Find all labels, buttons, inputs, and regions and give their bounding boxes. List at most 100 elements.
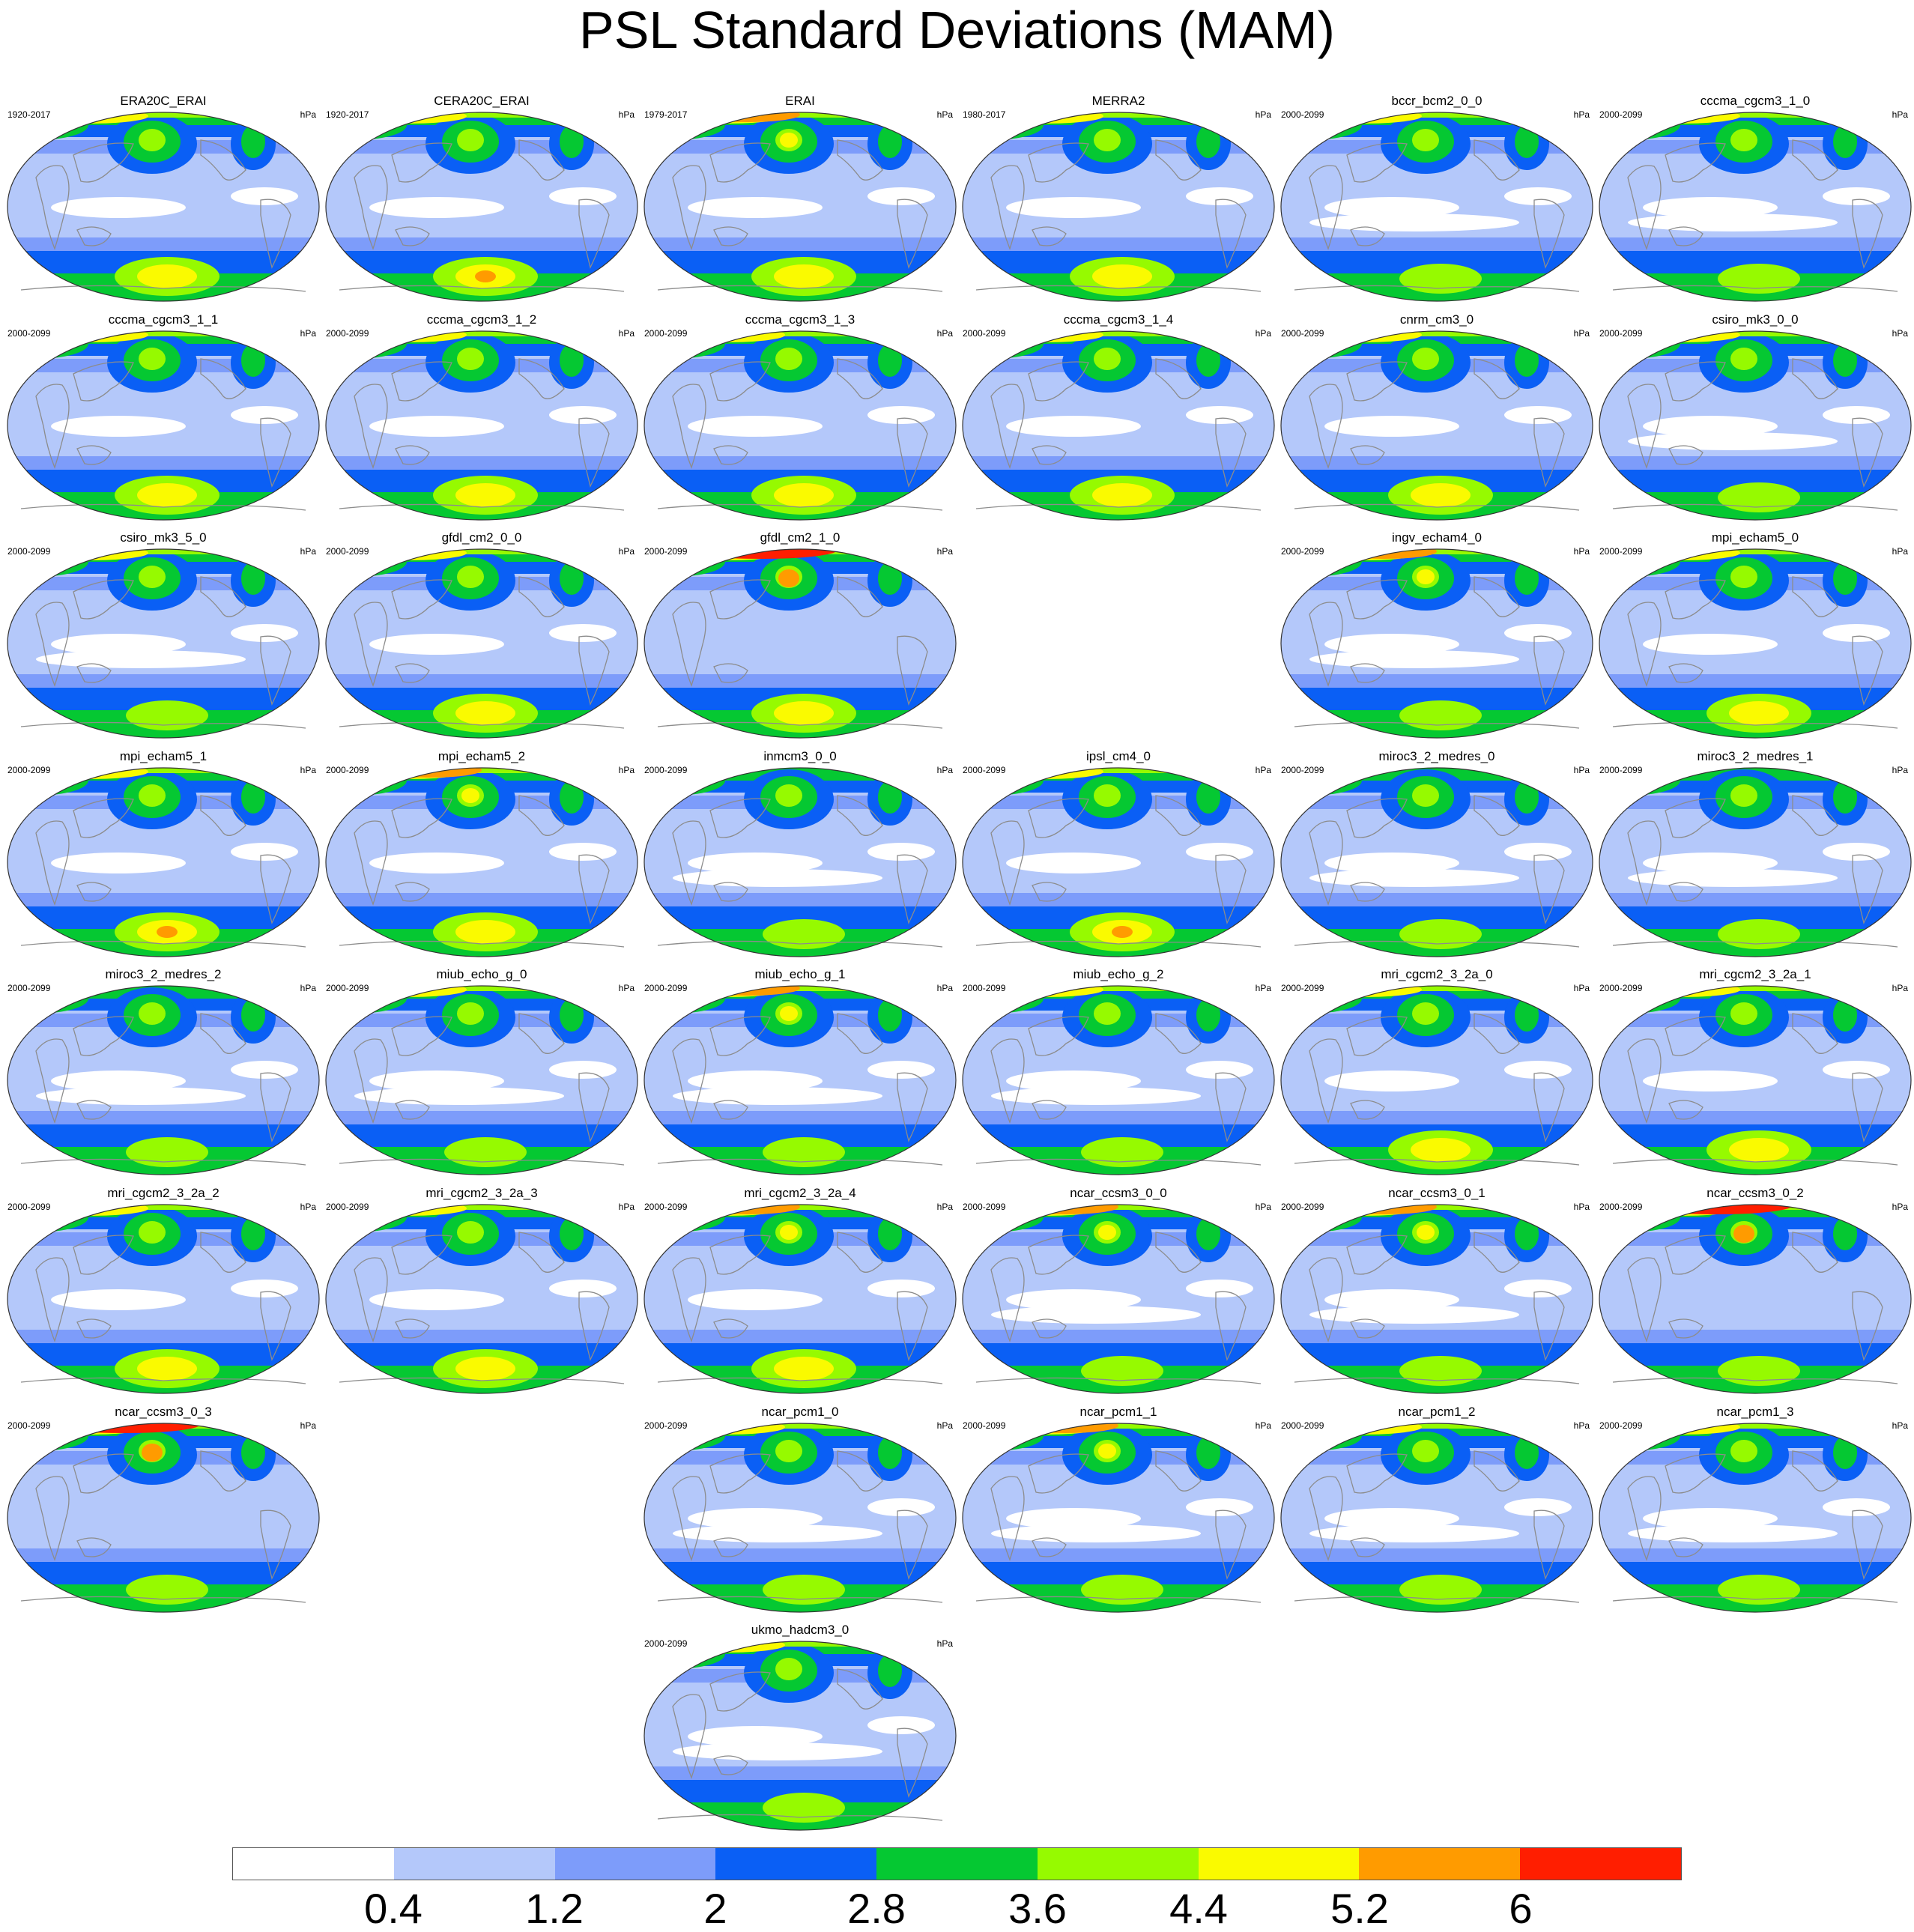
southern-ocean-max bbox=[763, 919, 845, 949]
panel-title: cccma_cgcm3_1_0 bbox=[1700, 94, 1811, 108]
tropical-minimum bbox=[1628, 214, 1838, 231]
continent-outline bbox=[1668, 1318, 1703, 1339]
continent-outline bbox=[837, 1450, 883, 1492]
level-band bbox=[644, 1205, 956, 1210]
continent-outline bbox=[76, 882, 112, 902]
panel-units: hPa bbox=[936, 1202, 953, 1212]
panel-period: 2000-2099 bbox=[1281, 1420, 1324, 1431]
southern-ocean-max bbox=[1718, 482, 1800, 512]
continent-outline bbox=[1852, 854, 1883, 924]
psl-contour-fill bbox=[644, 1205, 956, 1393]
level-band bbox=[1281, 951, 1593, 957]
map-border bbox=[1280, 1423, 1593, 1613]
map-panel: ncar_pcm1_2 2000-2099 hPa bbox=[1279, 1405, 1594, 1616]
robinson-map bbox=[1280, 1204, 1593, 1394]
colorbar-tick-label: 0.4 bbox=[364, 1885, 423, 1932]
map-panel: cnrm_cm3_0 2000-2099 hPa bbox=[1279, 312, 1594, 524]
colorbar-tick-label: 3.6 bbox=[1008, 1885, 1067, 1932]
panel-period: 2000-2099 bbox=[1281, 109, 1324, 120]
continent-outline bbox=[1792, 576, 1838, 617]
coastline bbox=[657, 358, 943, 511]
coastline bbox=[1294, 1013, 1580, 1166]
level-band bbox=[1599, 1607, 1911, 1612]
southern-ocean-max bbox=[126, 700, 208, 730]
map-panel: miroc3_2_medres_0 2000-2099 hPa bbox=[1279, 749, 1594, 960]
coastline bbox=[657, 139, 943, 292]
level-band bbox=[1599, 1388, 1911, 1393]
panel-units: hPa bbox=[618, 765, 635, 775]
continent-outline bbox=[837, 358, 883, 399]
atlantic-storm-track bbox=[878, 344, 902, 377]
southern-ocean-max bbox=[137, 1357, 197, 1381]
psl-contour-fill bbox=[963, 1423, 1274, 1612]
continent-outline bbox=[578, 854, 610, 924]
robinson-map bbox=[325, 330, 638, 521]
level-band bbox=[963, 112, 1274, 118]
map-border bbox=[962, 330, 1275, 521]
tropical-minimum bbox=[369, 1071, 504, 1091]
continent-outline bbox=[672, 1476, 706, 1561]
panel-title: ncar_ccsm3_0_2 bbox=[1706, 1186, 1804, 1200]
level-band bbox=[1281, 1388, 1593, 1393]
robinson-map bbox=[1280, 1423, 1593, 1613]
level-band bbox=[326, 112, 638, 118]
panel-title: mpi_echam5_2 bbox=[437, 749, 526, 763]
continent-outline bbox=[709, 798, 771, 838]
panel-period: 2000-2099 bbox=[1281, 328, 1324, 339]
map-border bbox=[1599, 1204, 1912, 1394]
map-panel: mpi_echam5_1 2000-2099 hPa bbox=[6, 749, 321, 960]
panel-units: hPa bbox=[300, 765, 316, 775]
robinson-map bbox=[325, 112, 638, 302]
atlantic-storm-track bbox=[1833, 562, 1857, 595]
tropical-minimum bbox=[867, 1280, 935, 1297]
level-band bbox=[326, 986, 638, 991]
continent-outline bbox=[709, 1016, 771, 1056]
map-border bbox=[325, 330, 638, 521]
continent-outline bbox=[1309, 1476, 1343, 1561]
map-border bbox=[325, 112, 638, 302]
continent-outline bbox=[578, 635, 610, 706]
panel-units: hPa bbox=[1573, 983, 1590, 993]
continent-outline bbox=[1792, 1232, 1838, 1273]
continent-outline bbox=[73, 579, 134, 620]
panel-title: gfdl_cm2_0_0 bbox=[441, 530, 522, 545]
atlantic-storm-track bbox=[1196, 344, 1220, 377]
panel-units: hPa bbox=[936, 765, 953, 775]
continent-outline bbox=[657, 1377, 943, 1384]
continent-outline bbox=[657, 503, 943, 511]
panel-period: 2000-2099 bbox=[1599, 109, 1643, 120]
tropical-minimum bbox=[231, 843, 298, 861]
level-band bbox=[644, 331, 956, 336]
map-border bbox=[325, 985, 638, 1175]
continent-outline bbox=[837, 795, 883, 836]
coastline bbox=[975, 1013, 1262, 1166]
level-band bbox=[7, 515, 319, 520]
level-band bbox=[326, 331, 638, 336]
panel-title: mri_cgcm2_3_2a_3 bbox=[425, 1186, 538, 1200]
level-band bbox=[644, 986, 956, 991]
continent-outline bbox=[76, 445, 112, 465]
level-band bbox=[963, 515, 1274, 520]
coastline bbox=[339, 358, 625, 511]
atlantic-storm-track bbox=[1196, 781, 1220, 814]
continent-outline bbox=[1627, 602, 1662, 687]
tropical-minimum bbox=[1324, 197, 1459, 218]
continent-outline bbox=[1474, 1450, 1520, 1492]
southern-ocean-max bbox=[1092, 483, 1152, 507]
tropical-minimum bbox=[1309, 1524, 1519, 1542]
level-band bbox=[644, 1423, 956, 1429]
panel-period: 2000-2099 bbox=[1281, 983, 1324, 993]
continent-outline bbox=[1792, 1013, 1838, 1054]
continent-outline bbox=[395, 663, 430, 683]
continent-outline bbox=[975, 285, 1262, 292]
continent-outline bbox=[1350, 1100, 1385, 1120]
panel-period: 2000-2099 bbox=[1599, 546, 1643, 557]
continent-outline bbox=[1215, 417, 1247, 488]
southern-ocean-max bbox=[137, 483, 197, 507]
tropical-minimum bbox=[867, 1498, 935, 1516]
aleutian-center bbox=[139, 566, 166, 588]
continent-outline bbox=[73, 142, 134, 183]
tropical-minimum bbox=[1186, 1498, 1253, 1516]
panel-title: ERAI bbox=[785, 94, 815, 108]
robinson-map bbox=[1599, 1423, 1912, 1613]
